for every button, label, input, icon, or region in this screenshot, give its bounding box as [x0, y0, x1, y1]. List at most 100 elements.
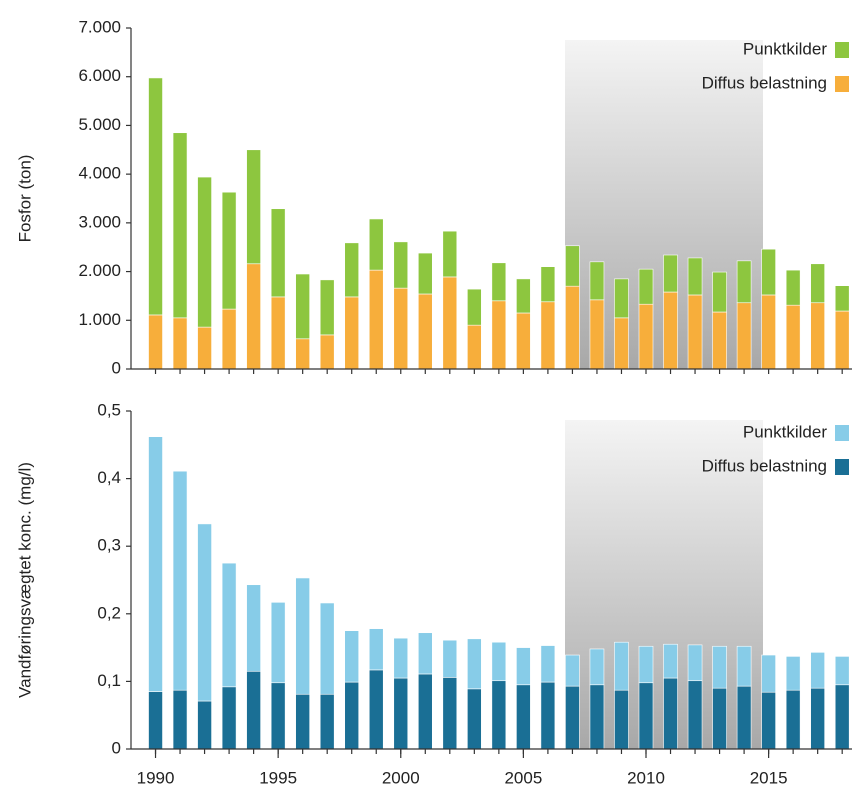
bar-segment [810, 302, 825, 370]
bar-segment [491, 641, 507, 682]
y-tick-label: 4.000 [78, 164, 121, 183]
bar-segment [540, 301, 556, 370]
bar-segment [246, 149, 261, 265]
bar-segment [246, 584, 261, 672]
bar-segment [638, 682, 654, 750]
bar-segment [344, 630, 360, 683]
bar-segment [663, 643, 678, 679]
y-tick-label: 6.000 [78, 66, 121, 85]
bar-segment [491, 300, 507, 370]
bar-segment [565, 245, 580, 287]
bar-segment [589, 684, 605, 750]
legend-swatch [835, 42, 849, 58]
bar-segment [221, 191, 237, 310]
x-tick-label: 1995 [259, 768, 297, 787]
bar-segment [565, 654, 580, 687]
bar-segment [148, 314, 163, 370]
bar-segment [614, 278, 629, 319]
bar-segment [295, 577, 310, 695]
bar-segment [270, 208, 286, 298]
bar-segment [516, 278, 531, 314]
bar-segment [810, 687, 825, 750]
bar-segment [638, 645, 654, 684]
bar-segment [736, 685, 752, 750]
bar-segment [516, 647, 531, 686]
y-tick-label: 0,1 [97, 671, 121, 690]
y-tick-label: 0 [112, 738, 121, 757]
bar-segment [344, 681, 360, 750]
bar-segment [148, 436, 163, 692]
bar-segment [785, 304, 801, 370]
bar-segment [589, 648, 605, 686]
bar-segment [565, 685, 580, 750]
bar-segment [344, 296, 360, 370]
bar-segment [540, 266, 556, 303]
bar-segment [368, 218, 384, 271]
bar-segment [148, 77, 163, 316]
y-axis-title: Fosfor (ton) [15, 155, 34, 243]
bar-segment [467, 288, 482, 326]
bar-segment [761, 294, 776, 370]
bar-segment [197, 176, 212, 328]
bar-segment [516, 312, 531, 370]
bar-segment [638, 303, 654, 370]
bar-segment [663, 254, 678, 293]
bar-segment [565, 285, 580, 370]
bar-segment [319, 693, 335, 750]
bar-segment [368, 628, 384, 671]
bar-segment [712, 687, 727, 750]
bar-segment [785, 269, 801, 306]
bar-segment [834, 656, 850, 686]
bar-segment [270, 682, 286, 750]
bar-segment [467, 324, 482, 370]
y-tick-label: 3.000 [78, 212, 121, 231]
bar-segment [810, 263, 825, 304]
bar-segment [417, 252, 433, 295]
bar-segment [589, 261, 605, 301]
bar-segment [393, 241, 409, 289]
legend-swatch [835, 459, 849, 475]
bar-segment [221, 562, 237, 688]
legend-swatch [835, 76, 849, 92]
bar-segment [761, 691, 776, 750]
bar-segment [712, 645, 727, 689]
x-tick-label: 2005 [504, 768, 542, 787]
y-tick-label: 5.000 [78, 115, 121, 134]
bar-segment [712, 271, 727, 313]
bar-segment [295, 273, 310, 340]
bar-segment [393, 637, 409, 679]
legend-label: Diffus belastning [702, 456, 827, 475]
bar-segment [148, 691, 163, 750]
bar-segment [834, 310, 850, 370]
bar-segment [442, 677, 458, 750]
bar-segment [442, 276, 458, 370]
bar-segment [344, 242, 360, 298]
bar-segment [270, 602, 286, 684]
bar-segment [172, 317, 188, 370]
bar-segment [540, 681, 556, 750]
bar-segment [614, 689, 629, 750]
bar-segment [736, 645, 752, 687]
bar-segment [736, 302, 752, 370]
y-tick-label: 0,2 [97, 603, 121, 622]
bar-segment [417, 673, 433, 750]
bar-segment [687, 257, 703, 296]
bar-segment [221, 308, 237, 370]
bar-segment [785, 656, 801, 691]
bar-segment [319, 602, 335, 695]
bar-segment [172, 470, 188, 691]
legend-label: Diffus belastning [702, 73, 827, 92]
bar-segment [319, 279, 335, 336]
bar-segment [785, 689, 801, 750]
bar-segment [810, 652, 825, 689]
bar-segment [417, 632, 433, 675]
bar-segment [834, 285, 850, 312]
bar-segment [246, 670, 261, 750]
bar-segment [295, 338, 310, 370]
bar-segment [761, 654, 776, 693]
bar-segment [172, 132, 188, 319]
bar-segment [197, 326, 212, 370]
bar-segment [663, 291, 678, 370]
y-tick-label: 0,4 [97, 468, 121, 487]
